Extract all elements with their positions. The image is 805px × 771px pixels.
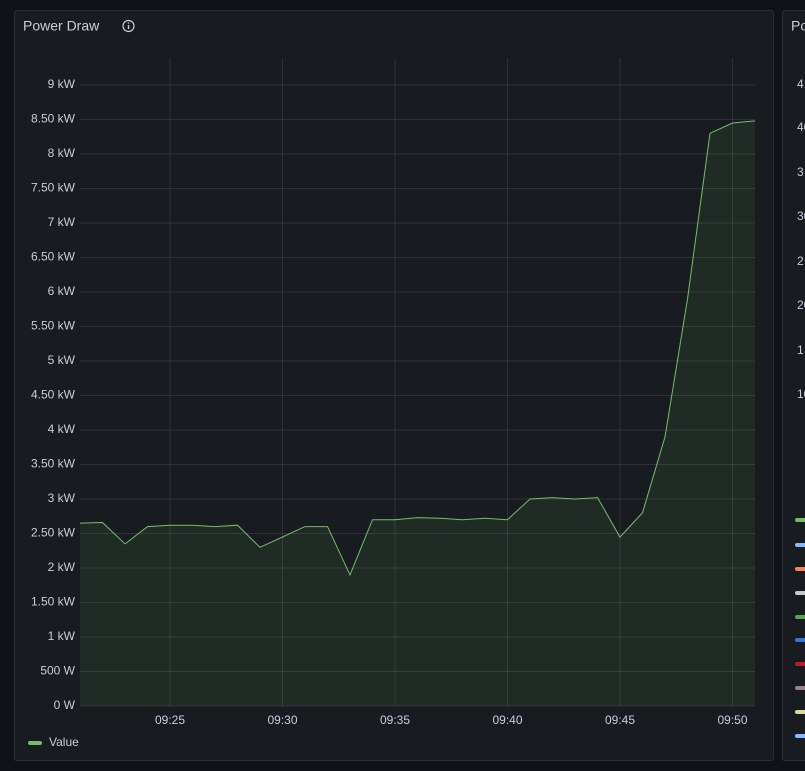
right-y-tick-label: 10 — [797, 387, 805, 401]
right-y-tick-label: 40 — [797, 120, 805, 134]
y-tick-label: 0 W — [54, 698, 76, 712]
y-tick-label: 5.50 kW — [31, 319, 76, 333]
y-tick-label: 2 kW — [48, 560, 76, 574]
right-y-tick-label: 2 — [797, 254, 804, 268]
y-tick-label: 6 kW — [48, 284, 76, 298]
right-panel-title: Po — [791, 18, 805, 34]
right-y-tick-label: 4 — [797, 77, 804, 91]
y-tick-label: 3 kW — [48, 491, 76, 505]
right-y-tick-label: 3 — [797, 165, 804, 179]
y-tick-label: 8.50 kW — [31, 112, 76, 126]
y-tick-label: 5 kW — [48, 353, 76, 367]
panel-title: Power Draw — [23, 18, 100, 34]
right-y-tick-label: 1 — [797, 343, 804, 357]
y-tick-label: 1.50 kW — [31, 595, 76, 609]
y-tick-label: 7 kW — [48, 215, 76, 229]
legend-label: Value — [49, 735, 79, 749]
y-tick-label: 9 kW — [48, 77, 76, 91]
x-tick-label: 09:50 — [717, 713, 747, 727]
y-tick-label: 1 kW — [48, 629, 76, 643]
x-tick-label: 09:30 — [267, 713, 297, 727]
area-fill — [80, 120, 755, 706]
right-panel — [782, 10, 805, 761]
y-tick-label: 3.50 kW — [31, 457, 76, 471]
panel — [14, 10, 774, 761]
legend-swatch — [28, 741, 42, 745]
y-tick-label: 8 kW — [48, 146, 76, 160]
right-legend — [795, 518, 805, 738]
y-tick-label: 500 W — [40, 664, 75, 678]
info-icon[interactable] — [122, 19, 135, 33]
x-tick-label: 09:45 — [605, 713, 635, 727]
y-tick-label: 2.50 kW — [31, 526, 76, 540]
right-y-tick-label: 30 — [797, 209, 805, 223]
right-y-tick-label: 20 — [797, 298, 805, 312]
y-tick-label: 7.50 kW — [31, 181, 76, 195]
x-tick-label: 09:35 — [380, 713, 410, 727]
x-tick-label: 09:40 — [492, 713, 522, 727]
series-line — [79, 120, 756, 577]
y-tick-label: 4 kW — [48, 422, 76, 436]
y-tick-label: 4.50 kW — [31, 388, 76, 402]
x-tick-label: 09:25 — [155, 713, 185, 727]
y-tick-label: 6.50 kW — [31, 250, 76, 264]
